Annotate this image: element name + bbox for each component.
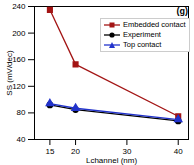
svg-text:240: 240 <box>12 2 26 11</box>
svg-text:200: 200 <box>12 29 26 38</box>
svg-text:30: 30 <box>122 147 132 157</box>
html-text:(g): (g) <box>176 6 188 16</box>
svg-text:Lchannel (nm): Lchannel (nm) <box>86 156 137 165</box>
svg-text:20: 20 <box>71 147 80 156</box>
svg-text:15: 15 <box>45 147 54 156</box>
svg-text:40: 40 <box>174 147 183 156</box>
html-text:Experiment: Experiment <box>123 30 161 39</box>
html-text:Top contact: Top contact <box>123 40 162 49</box>
svg-text:120: 120 <box>12 82 26 91</box>
svg-text:40: 40 <box>17 135 26 144</box>
svg-text:160: 160 <box>12 55 26 64</box>
svg-text:80: 80 <box>17 108 26 117</box>
svg-text:SS (mV/dec): SS (mV/dec) <box>5 50 14 96</box>
html-text:Embedded contact: Embedded contact <box>123 20 186 29</box>
